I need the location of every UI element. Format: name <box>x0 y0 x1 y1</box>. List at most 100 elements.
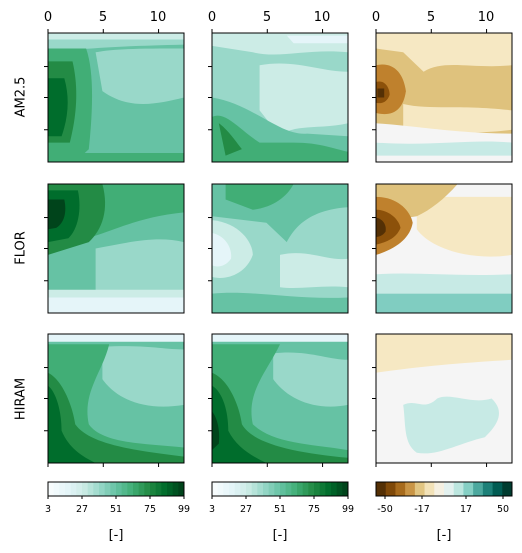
colorbar-segment <box>82 482 89 496</box>
top-xtick-c2-5: 5 <box>263 10 271 25</box>
cb2-unit-label: [-] <box>273 528 288 543</box>
colorbar-segment <box>161 482 168 496</box>
contour-band <box>212 233 232 267</box>
panel-am25-col2 <box>212 33 348 162</box>
colorbar-segment <box>99 482 106 496</box>
cb3-tick-17: 17 <box>460 504 472 515</box>
contour-band <box>218 123 242 156</box>
contour-band <box>95 48 184 104</box>
cb3-tick-neg17: -17 <box>414 504 430 515</box>
cb2-tick-3: 3 <box>209 504 215 515</box>
panel-hiram-col1 <box>48 334 184 463</box>
colorbar-segment <box>280 482 287 496</box>
cb1-tick-3: 3 <box>45 504 51 515</box>
colorbar-segment <box>70 482 77 496</box>
colorbar-segment <box>133 482 140 496</box>
colorbar-segment <box>308 482 315 496</box>
cb2-tick-51: 51 <box>274 504 286 515</box>
contour-band <box>212 115 348 162</box>
row-label-am25: AM2.5 <box>14 77 29 118</box>
colorbar-segment <box>331 482 338 496</box>
colorbar-segment <box>314 482 321 496</box>
contour-band <box>403 396 500 454</box>
contour-band <box>286 35 348 44</box>
cb3-tick-50: 50 <box>497 504 509 515</box>
panel-flor-col3 <box>376 184 512 313</box>
colorbar-segment <box>482 482 493 496</box>
colorbar-segment <box>319 482 326 496</box>
colorbar-segment <box>178 482 185 496</box>
colorbar-segment <box>251 482 258 496</box>
colorbar-segment <box>453 482 464 496</box>
colorbar-segment <box>291 482 298 496</box>
cb1-unit-label: [-] <box>109 528 124 543</box>
contour-band <box>48 334 184 342</box>
colorbar-segment <box>223 482 230 496</box>
colorbar-segment <box>444 482 455 496</box>
contour-band <box>403 104 512 137</box>
colorbar-segment <box>172 482 179 496</box>
contour-band <box>376 293 512 313</box>
colorbar-segment <box>87 482 94 496</box>
contour-band <box>212 411 220 451</box>
colorbar-segment <box>395 482 406 496</box>
colorbar-segment <box>405 482 416 496</box>
contour-band <box>212 334 348 342</box>
colorbar-segment <box>263 482 270 496</box>
colorbar-segment <box>463 482 474 496</box>
top-xtick-c3-5: 5 <box>427 10 435 25</box>
top-xtick-c1-5: 5 <box>99 10 107 25</box>
panel-flor-col1 <box>48 184 184 313</box>
cb2-tick-99: 99 <box>342 504 354 515</box>
contour-band <box>48 39 184 52</box>
cb1-tick-27: 27 <box>76 504 88 515</box>
colorbar-segment <box>414 482 425 496</box>
top-xtick-c3-0: 0 <box>372 10 380 25</box>
contour-band <box>376 141 512 156</box>
cb3-unit-label: [-] <box>437 528 452 543</box>
contour-band <box>48 385 96 463</box>
top-xtick-c3-10: 10 <box>478 10 495 25</box>
colorbar-segment <box>473 482 484 496</box>
contour-band <box>95 239 184 294</box>
colorbar-segment <box>121 482 128 496</box>
colorbar-segment <box>93 482 100 496</box>
colorbar-segment <box>376 482 387 496</box>
colorbar-segment <box>502 482 513 496</box>
colorbar-col1 <box>48 482 185 496</box>
colorbar-segment <box>65 482 72 496</box>
row-label-hiram: HIRAM <box>14 378 29 420</box>
contour-band <box>212 292 348 313</box>
colorbar-segment <box>240 482 247 496</box>
colorbar-segment <box>492 482 503 496</box>
colorbar-segment <box>138 482 145 496</box>
colorbar-segment <box>385 482 396 496</box>
contour-band <box>48 78 68 137</box>
panel-hiram-col2 <box>212 334 348 463</box>
colorbar-segment <box>424 482 435 496</box>
contour-band <box>48 297 184 313</box>
cb3-tick-neg50: -50 <box>377 504 393 515</box>
panel-flor-col2 <box>212 184 348 313</box>
contour-band <box>280 253 348 288</box>
contour-band <box>376 33 512 72</box>
colorbar-segment <box>297 482 304 496</box>
contour-band <box>259 63 348 137</box>
cb1-tick-99: 99 <box>178 504 190 515</box>
cb2-tick-27: 27 <box>240 504 252 515</box>
colorbar-segment <box>150 482 157 496</box>
colorbar-segment <box>234 482 241 496</box>
colorbar-segment <box>155 482 162 496</box>
axes-group <box>44 29 513 499</box>
colorbar-segment <box>217 482 224 496</box>
top-xtick-c2-0: 0 <box>208 10 216 25</box>
contour-band <box>48 199 66 230</box>
colorbar-segment <box>76 482 83 496</box>
panel-am25-col3 <box>376 33 512 162</box>
colorbar-segment <box>144 482 151 496</box>
colorbar-segment <box>104 482 111 496</box>
colorbar-segment <box>325 482 332 496</box>
colorbar-segment <box>285 482 292 496</box>
cb1-tick-51: 51 <box>110 504 122 515</box>
